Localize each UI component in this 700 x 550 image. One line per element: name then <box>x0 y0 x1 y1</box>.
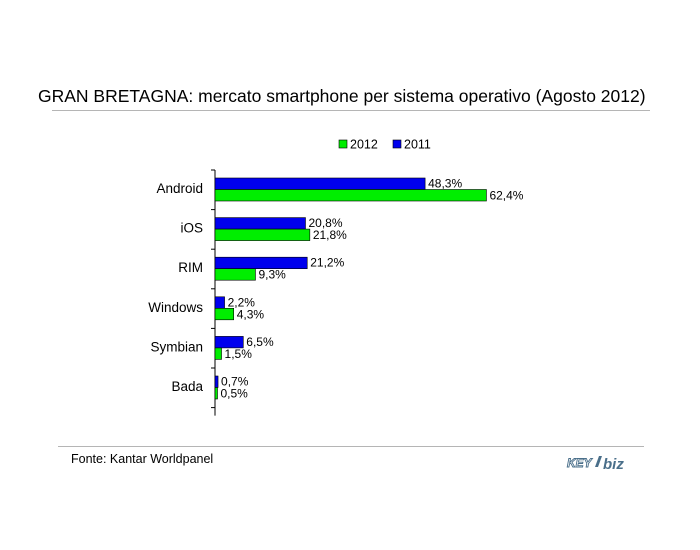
bar-2012-windows <box>214 307 235 321</box>
data-label-2012-windows: 4,3% <box>237 307 265 321</box>
bottom-divider <box>58 446 644 447</box>
category-label-android: Android <box>156 181 203 196</box>
bar-2012-bada <box>214 387 218 400</box>
logo-text-key: KEY <box>567 456 593 470</box>
category-label-bada: Bada <box>171 379 203 394</box>
category-label-symbian: Symbian <box>150 339 203 354</box>
bar-2011-symbian <box>214 336 244 349</box>
data-label-2011-rim: 21,2% <box>310 256 344 270</box>
data-label-2012-bada: 0,5% <box>221 387 249 401</box>
key4biz-logo: KEY biz <box>567 456 625 473</box>
legend-swatch-2011 <box>392 139 402 149</box>
data-label-2011-bada: 0,7% <box>221 375 249 389</box>
source-note: Fonte: Kantar Worldpanel <box>71 452 214 466</box>
category-label-ios: iOS <box>180 221 203 236</box>
bar-2012-ios <box>214 228 311 241</box>
data-label-2012-symbian: 1,5% <box>225 347 253 361</box>
data-label-2012-ios: 21,8% <box>313 228 347 242</box>
bar-2011-ios <box>214 217 306 230</box>
bar-2012-android <box>214 189 487 202</box>
legend-label-2011: 2011 <box>404 138 431 152</box>
data-label-2011-symbian: 6,5% <box>246 335 274 349</box>
bar-2011-bada <box>214 375 219 388</box>
bar-2012-symbian <box>214 347 222 360</box>
legend-label-2012: 2012 <box>350 138 378 152</box>
bar-2012-rim <box>214 268 256 281</box>
data-label-2011-windows: 2,2% <box>228 295 256 309</box>
bar-2011-windows <box>214 296 225 309</box>
category-label-windows: Windows <box>148 300 203 315</box>
data-label-2011-android: 48,3% <box>428 177 462 191</box>
category-label-rim: RIM <box>178 260 203 275</box>
bar-2011-android <box>214 177 426 190</box>
data-label-2011-ios: 20,8% <box>308 216 342 230</box>
legend-swatch-2012 <box>338 139 348 149</box>
bar-2011-rim <box>214 256 308 270</box>
logo-text-biz: biz <box>603 456 624 473</box>
data-label-2012-rim: 9,3% <box>258 268 286 282</box>
data-label-2012-android: 62,4% <box>489 189 523 203</box>
top-divider <box>52 110 650 111</box>
chart-title: GRAN BRETAGNA: mercato smartphone per si… <box>38 86 646 106</box>
